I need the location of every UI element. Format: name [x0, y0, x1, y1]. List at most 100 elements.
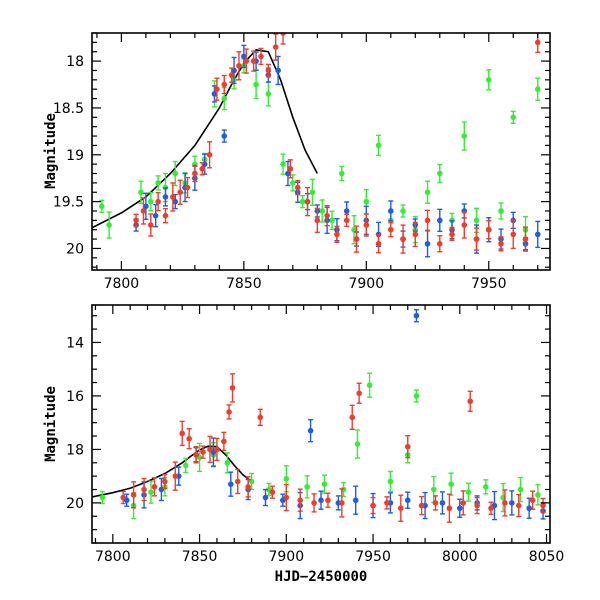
red-data-point [287, 166, 294, 172]
y-tick-label: 19.5 [53, 195, 84, 211]
red-data-point [257, 414, 264, 421]
green-data-point [375, 142, 382, 149]
green-data-point [436, 170, 443, 177]
red-data-point [485, 226, 492, 233]
red-data-point [418, 502, 425, 509]
red-data-point [498, 240, 504, 247]
red-data-point [228, 72, 235, 78]
blue-data-point [534, 231, 541, 238]
red-data-point [250, 58, 257, 64]
red-data-point [488, 505, 494, 512]
green-data-point [265, 91, 272, 97]
blue-data-point [436, 217, 443, 224]
blue-data-point [456, 505, 463, 512]
red-data-point [424, 217, 431, 224]
red-data-point [151, 484, 158, 490]
red-data-point [412, 231, 419, 238]
green-data-point [299, 198, 306, 205]
red-data-point [398, 505, 404, 512]
red-data-point [236, 62, 242, 69]
red-data-point [162, 212, 169, 219]
red-data-point [199, 166, 206, 172]
blue-data-point [424, 240, 431, 247]
red-data-point [449, 231, 455, 238]
green-data-point [465, 489, 472, 495]
green-data-point [147, 198, 154, 205]
blue-data-point [439, 500, 446, 506]
x-tick-label: 7850 [182, 549, 218, 565]
green-data-point [510, 114, 517, 121]
red-data-point [147, 222, 154, 228]
green-data-point [366, 382, 373, 389]
green-data-point [473, 217, 480, 224]
red-data-point [155, 198, 161, 205]
red-data-point [214, 86, 220, 93]
green-data-point [424, 189, 431, 196]
red-data-point [269, 489, 276, 495]
red-data-point [324, 212, 330, 219]
red-data-point [193, 451, 199, 458]
red-data-point [272, 44, 279, 50]
red-data-point [172, 473, 179, 479]
y-tick-label: 20 [66, 241, 84, 257]
green-data-point [448, 481, 454, 487]
blue-data-point [413, 312, 420, 319]
red-data-point [133, 217, 139, 224]
red-data-point [432, 500, 439, 506]
blue-data-point [352, 497, 359, 504]
red-data-point [120, 494, 127, 501]
red-data-point [375, 240, 382, 247]
red-data-point [522, 236, 529, 242]
x-tick-label: 7800 [104, 276, 140, 292]
red-data-point [245, 484, 251, 490]
model-curve [92, 49, 319, 229]
red-data-point [179, 430, 186, 437]
red-data-point [356, 390, 362, 397]
blue-data-point [143, 203, 149, 210]
red-data-point [206, 151, 213, 158]
red-data-point [461, 222, 468, 228]
blue-data-point [318, 497, 324, 504]
red-data-point [214, 446, 220, 453]
red-data-point [343, 217, 350, 224]
blue-data-point [162, 194, 169, 200]
red-data-point [325, 497, 331, 504]
green-data-point [98, 203, 105, 210]
red-data-point [400, 236, 406, 242]
x-tick-label: 7950 [471, 276, 507, 292]
x-tick-label: 7900 [268, 549, 304, 565]
green-data-point [304, 484, 310, 490]
red-data-point [314, 217, 321, 224]
green-data-point [99, 494, 106, 501]
red-data-point [334, 231, 340, 238]
bottom-panel: 7800 7850 7900 7950 8000 8050 14 16 18 20 Magnitud… [43, 304, 564, 585]
green-data-point [329, 217, 335, 224]
x-axis-title: HJD−2450000 [275, 569, 368, 585]
red-data-point [177, 189, 183, 196]
red-data-point [192, 170, 198, 177]
y-axis-title: Magnitude [43, 386, 59, 462]
blue-data-point [275, 67, 281, 74]
plot-frame [91, 32, 551, 271]
blue-data-point [262, 494, 269, 501]
green-data-point [517, 486, 524, 493]
blue-data-point [526, 505, 532, 512]
blue-data-point [227, 481, 234, 487]
green-data-point [430, 486, 437, 493]
blue-data-point [343, 208, 350, 214]
red-data-point [339, 500, 345, 506]
green-data-point [461, 133, 468, 139]
y-tick-label: 14 [66, 335, 84, 351]
red-data-point [184, 184, 191, 191]
y-tick-label: 20 [66, 496, 84, 512]
red-data-point [221, 438, 227, 445]
x-tick-label: 7850 [226, 276, 262, 292]
green-data-point [253, 81, 259, 88]
red-data-point [474, 502, 480, 509]
green-data-point [148, 489, 154, 495]
red-data-point [467, 398, 473, 405]
red-data-point [529, 497, 536, 504]
green-data-point [339, 170, 345, 177]
red-data-point [515, 502, 522, 509]
